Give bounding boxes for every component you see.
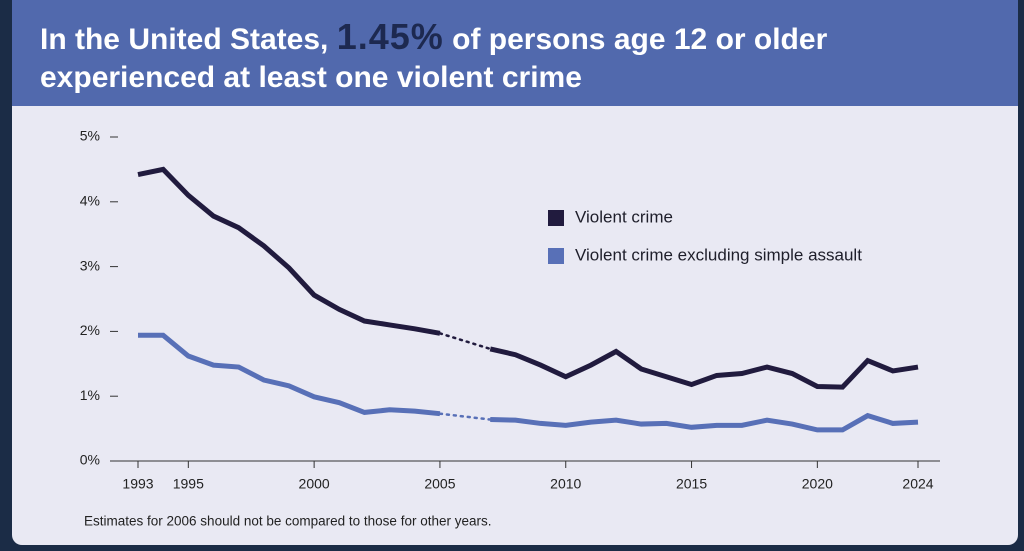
legend-swatch: [548, 248, 564, 264]
x-tick-label: 2024: [902, 476, 933, 492]
legend-label: Violent crime excluding simple assault: [575, 245, 862, 264]
card: In the United States, 1.45% of persons a…: [12, 0, 1018, 545]
x-tick-label: 2005: [424, 476, 455, 492]
legend-label: Violent crime: [575, 207, 673, 226]
header: In the United States, 1.45% of persons a…: [12, 0, 1018, 106]
y-tick-label: 0%: [80, 452, 100, 468]
headline-text: In the United States,: [40, 23, 329, 56]
headline-text: experienced at least one violent crime: [40, 61, 582, 94]
chart: Estimates for 2006 should not be compare…: [80, 128, 940, 529]
legend-swatch: [548, 210, 564, 226]
gap-connector: [438, 332, 492, 351]
headline-highlight: 1.45%: [336, 16, 444, 57]
x-tick-label: 1993: [122, 476, 153, 492]
series-line: [138, 332, 919, 433]
x-tick-label: 2010: [550, 476, 581, 492]
y-tick-label: 5%: [80, 128, 100, 144]
x-tick-label: 1995: [173, 476, 204, 492]
x-tick-label: 2000: [299, 476, 330, 492]
y-tick-label: 3%: [80, 257, 100, 273]
footnote: Estimates for 2006 should not be compare…: [84, 514, 491, 529]
x-tick-label: 2020: [802, 476, 833, 492]
y-tick-label: 2%: [80, 322, 100, 338]
headline: In the United States, 1.45% of persons a…: [40, 18, 827, 97]
y-tick-label: 4%: [80, 193, 100, 209]
x-tick-label: 2015: [676, 476, 707, 492]
headline-text: of persons age 12 or older: [452, 23, 828, 56]
series-line: [137, 166, 919, 390]
y-tick-label: 1%: [80, 387, 100, 403]
gap-connector: [438, 412, 492, 421]
